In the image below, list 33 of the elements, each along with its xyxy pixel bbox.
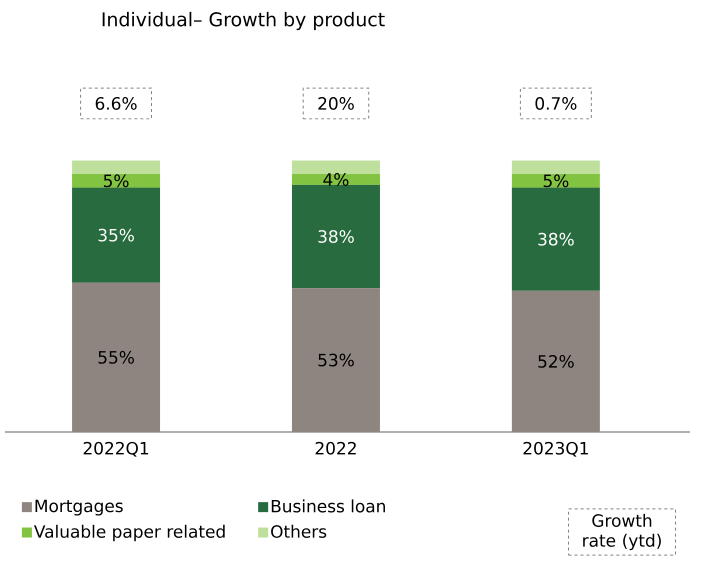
- text: Growth rate (ytd): [583, 514, 661, 550]
- bar: [292, 184, 380, 288]
- text: 0.7%: [535, 97, 576, 110]
- data-label: 5%: [104, 174, 129, 188]
- data-label: 4%: [323, 173, 348, 186]
- bar: [512, 188, 600, 291]
- data-label: 52%: [538, 354, 574, 368]
- x-tick-label: 2022Q1: [84, 442, 148, 457]
- bar: [292, 160, 380, 174]
- text: 6.6%: [96, 97, 137, 110]
- legend-label: Business loan: [272, 499, 385, 513]
- data-label: 55%: [98, 350, 134, 364]
- x-tick-label: 2023Q1: [523, 442, 588, 457]
- bar: [72, 160, 160, 174]
- legend-label: Others: [271, 524, 326, 538]
- chart-title: Individual– Growth by product: [102, 12, 385, 30]
- bar: [72, 282, 160, 432]
- x-tick-label: 2022: [316, 442, 356, 455]
- text: 20%: [318, 97, 354, 110]
- bar: [512, 160, 600, 174]
- bar: [512, 290, 600, 432]
- legend-label: Mortgages: [36, 500, 123, 516]
- bar: [72, 188, 160, 283]
- bar: [72, 174, 160, 188]
- data-label: 5%: [544, 174, 568, 188]
- data-label: 38%: [318, 230, 354, 243]
- data-label: 53%: [318, 354, 354, 366]
- data-label: 38%: [538, 232, 574, 246]
- bar: [292, 288, 380, 432]
- bar: [512, 174, 600, 188]
- bar: [292, 174, 380, 185]
- legend-label: Valuable paper related: [34, 524, 225, 542]
- data-label: 35%: [98, 228, 134, 242]
